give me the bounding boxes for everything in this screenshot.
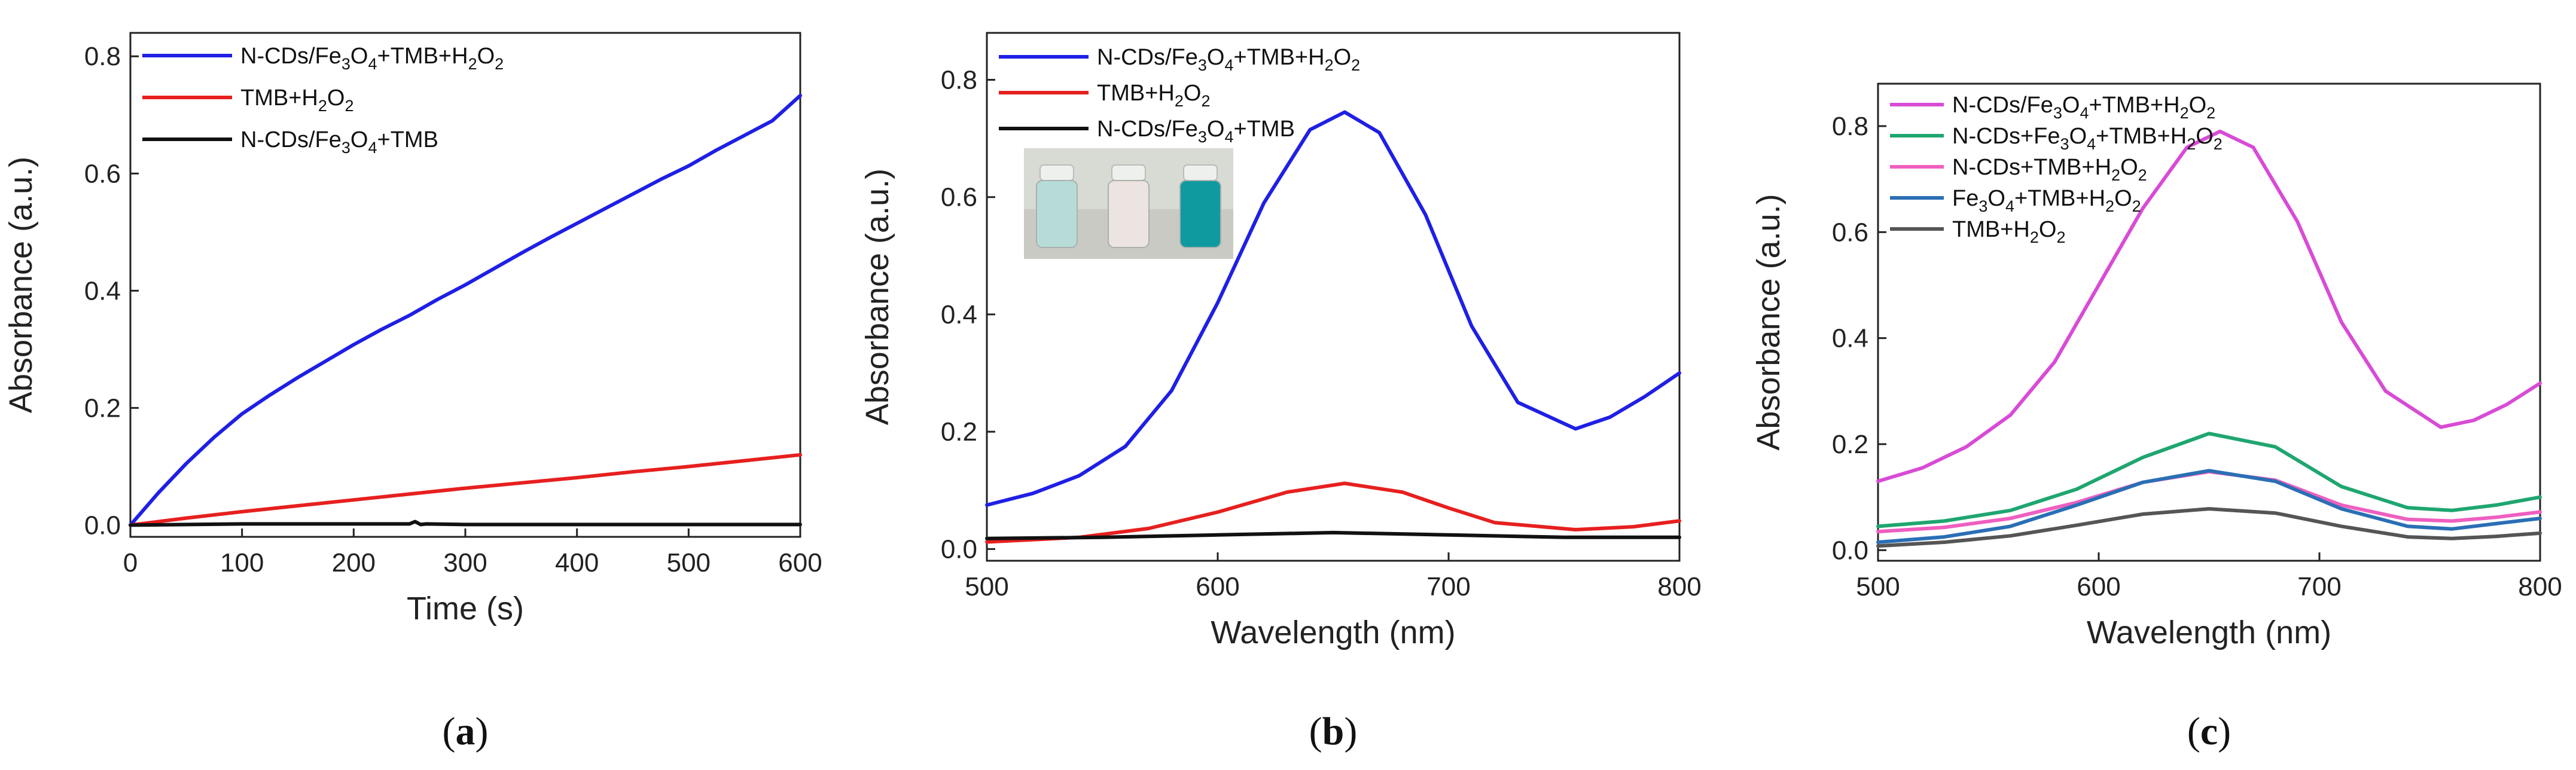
vial-pale-blue-cap: [1039, 164, 1074, 181]
x-tick-label: 200: [332, 548, 376, 578]
y-axis-title: Absorbance (a.u.): [1751, 194, 1787, 450]
chart-panel-c: 500 600 700 800 0.0 0.2 0.4 0.6 0.8 Wavelength (n…: [1751, 82, 2562, 753]
x-tick-label: 600: [1196, 572, 1239, 601]
vial-deep-blue: [1179, 180, 1221, 248]
panel-label-b: (b): [1309, 710, 1358, 753]
y-axis-title: Absorbance (a.u.): [859, 169, 895, 425]
chart-panel-a: 0 100 200 300 400 500 600 0.0 0.2 0.4 0.6 0.8 Time (…: [3, 32, 822, 753]
legend-entry-3: N-CDs+TMB+H2​O2​: [1952, 155, 2147, 184]
series-line-1: [129, 93, 802, 527]
x-tick-label: 700: [1426, 572, 1470, 601]
panel-label-c: (c): [2187, 710, 2231, 753]
series-line-5: [1876, 507, 2542, 548]
series-line-2: [1876, 432, 2542, 528]
x-tick-label: 300: [443, 548, 487, 578]
plot-frame: [986, 32, 1681, 562]
vial-colorless-cap: [1111, 164, 1146, 181]
legend-entry-3: N-CDs/Fe3​O4​+TMB: [240, 127, 438, 157]
y-tick-label: 0.4: [941, 300, 977, 329]
x-tick-label: 400: [555, 548, 599, 578]
x-tick-label: 700: [2297, 572, 2341, 601]
y-tick-label: 0.6: [941, 183, 977, 212]
x-tick-label: 100: [220, 548, 264, 578]
series-line-1: [1876, 129, 2542, 483]
x-axis-title: Wavelength (nm): [1211, 615, 1455, 650]
legend-entry-5: TMB+H2​O2​: [1952, 217, 2065, 246]
y-tick-label: 0.2: [941, 417, 977, 447]
legend-entry-2: TMB+H2​O2​: [240, 85, 353, 115]
y-tick-label: 0.4: [84, 276, 121, 305]
y-tick-label: 0.6: [1832, 218, 1868, 247]
legend-entry-4: Fe3​O4​+TMB+H2​O2​: [1952, 186, 2141, 215]
y-tick-label: 0.0: [1832, 536, 1868, 565]
y-tick-label: 0.8: [84, 42, 121, 71]
y-tick-label: 0.2: [1832, 430, 1868, 459]
series-line-2: [129, 453, 802, 527]
y-tick-label: 0.0: [941, 534, 977, 564]
y-tick-label: 0.8: [941, 65, 977, 94]
x-axis-title: Wavelength (nm): [2087, 615, 2331, 650]
series-line-3: [129, 520, 802, 527]
y-tick-label: 0.2: [84, 393, 121, 423]
y-tick-label: 0.6: [84, 159, 121, 188]
x-tick-label: 800: [1657, 572, 1701, 601]
legend-entry-2: N-CDs+Fe3​O4​+TMB+H2​O2​: [1952, 124, 2223, 153]
legend-entry-1: N-CDs/Fe3​O4​+TMB+H2​O2​: [240, 44, 504, 73]
legend-entry-1: N-CDs/Fe3​O4​+TMB+H2​O2​: [1097, 45, 1360, 74]
x-tick-label: 500: [1856, 572, 1900, 601]
legend-entry-2: TMB+H2​O2​: [1097, 81, 1210, 110]
legend-entry-1: N-CDs/Fe3​O4​+TMB+H2​O2​: [1952, 93, 2215, 122]
series-line-4: [1876, 469, 2542, 544]
x-tick-label: 800: [2518, 572, 2562, 601]
plot-frame: [1877, 82, 2541, 562]
inset-vials-photo: [1024, 148, 1233, 259]
x-axis-title: Time (s): [407, 591, 524, 627]
x-tick-label: 600: [778, 548, 822, 578]
chart-panel-b: 500 600 700 800 0.0 0.2 0.4 0.6 0.8 Wavelength (n…: [859, 32, 1702, 753]
x-tick-label: 0: [123, 548, 138, 578]
legend-entry-3: N-CDs/Fe3​O4​+TMB: [1097, 117, 1295, 146]
series-line-3: [1876, 470, 2542, 534]
y-tick-label: 0.0: [84, 511, 121, 540]
x-tick-label: 500: [667, 548, 711, 578]
series-line-2: [985, 481, 1681, 544]
vial-deep-blue-cap: [1183, 164, 1218, 181]
panel-label-a: (a): [443, 710, 489, 753]
y-tick-label: 0.4: [1832, 324, 1868, 353]
series-line-3: [985, 530, 1681, 540]
y-tick-label: 0.8: [1832, 112, 1868, 141]
vial-pale-blue: [1036, 180, 1078, 248]
series-line-1: [985, 110, 1681, 507]
vial-colorless: [1108, 180, 1150, 248]
x-tick-label: 600: [2077, 572, 2120, 601]
y-axis-title: Absorbance (a.u.): [3, 157, 39, 413]
x-tick-label: 500: [965, 572, 1008, 601]
